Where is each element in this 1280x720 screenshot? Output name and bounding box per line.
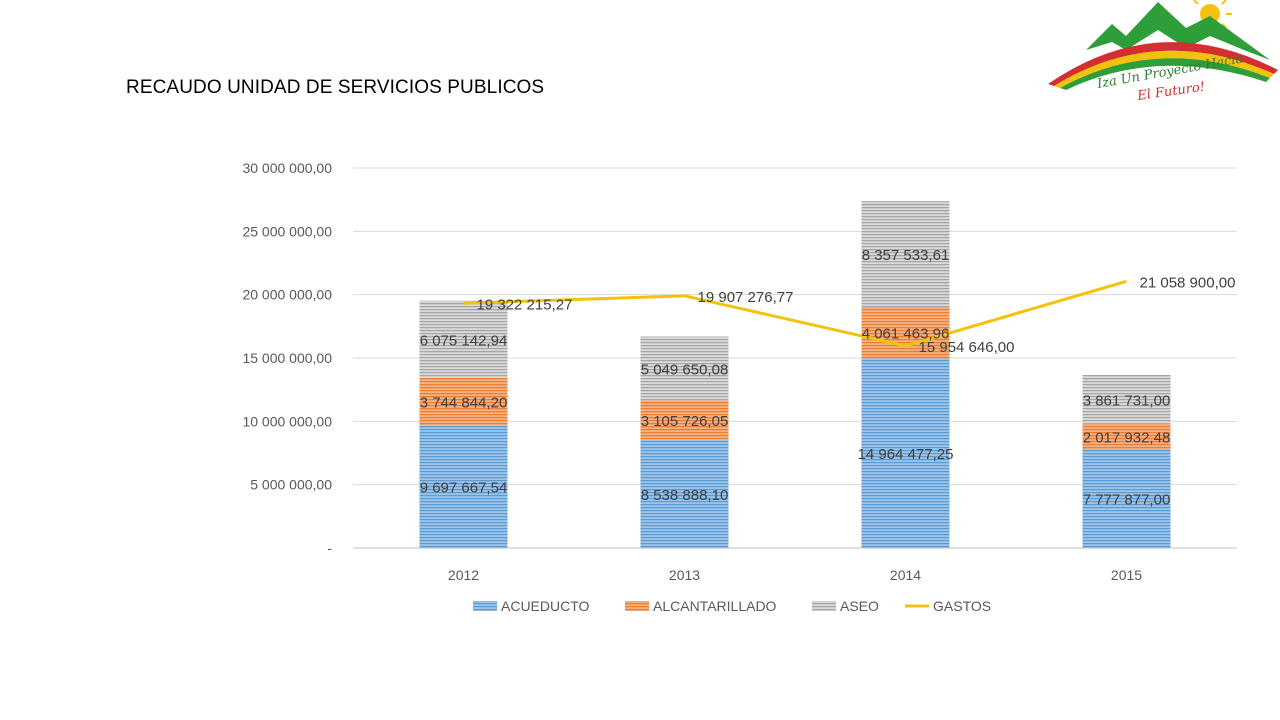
x-tick-label: 2015 [1111, 567, 1142, 583]
data-label-aseo: 8 357 533,61 [862, 247, 950, 264]
bar-acueducto [1082, 449, 1171, 548]
data-label-aseo: 5 049 650,08 [641, 362, 729, 379]
mountain-icon [1086, 2, 1270, 60]
flag-arc-green [1060, 58, 1270, 90]
gastos-line [463, 279, 1127, 348]
data-labels: 9 697 667,54 3 744 844,20 6 075 142,94 8 53… [420, 247, 1236, 509]
bars [419, 201, 1171, 548]
data-label-alcantarillado: 2 017 932,48 [1083, 430, 1171, 447]
municipality-logo: Iza Un Proyecto Hacia El Futuro! [1048, 0, 1278, 104]
bar-acueducto [419, 425, 508, 548]
data-label-gastos: 21 058 900,00 [1140, 274, 1236, 291]
y-axis: - 5 000 000,00 10 000 000,00 15 000 000,00 2… [242, 160, 332, 556]
bar-aseo [1082, 375, 1171, 424]
data-label-acueducto: 9 697 667,54 [420, 480, 508, 497]
y-tick-label: 25 000 000,00 [242, 223, 332, 239]
bar-aseo [640, 336, 729, 401]
bar-alcantarillado [640, 400, 729, 440]
y-tick-label: 10 000 000,00 [242, 413, 332, 429]
y-tick-label: 15 000 000,00 [242, 350, 332, 366]
legend: ACUEDUCTO ALCANTARILLADO ASEO GASTOS [473, 598, 991, 614]
data-label-gastos: 15 954 646,00 [919, 339, 1015, 356]
legend-label: ASEO [840, 598, 879, 614]
y-tick-label: - [327, 540, 332, 556]
bar-alcantarillado [419, 377, 508, 426]
data-label-alcantarillado: 3 105 726,05 [641, 413, 729, 430]
gastos-line-layer [463, 279, 1127, 348]
bar-aseo [419, 300, 508, 378]
legend-label: ACUEDUCTO [501, 598, 590, 614]
bar-acueducto [861, 358, 950, 548]
data-label-gastos: 19 322 215,27 [477, 296, 573, 313]
flag-arc-yellow [1054, 50, 1274, 88]
x-tick-label: 2013 [669, 567, 700, 583]
data-label-acueducto: 14 964 477,25 [858, 446, 954, 463]
data-label-alcantarillado: 3 744 844,20 [420, 394, 508, 411]
legend-label: GASTOS [933, 598, 991, 614]
bar-acueducto [640, 439, 729, 548]
x-tick-label: 2012 [448, 567, 479, 583]
slide-title: RECAUDO UNIDAD DE SERVICIOS PUBLICOS [126, 77, 545, 98]
data-label-aseo: 6 075 142,94 [420, 332, 508, 349]
legend-swatch-acueducto [473, 601, 497, 611]
bar-alcantarillado [861, 307, 950, 359]
x-tick-label: 2014 [890, 567, 921, 583]
x-axis: 2012 2013 2014 2015 [448, 567, 1142, 583]
legend-label: ALCANTARILLADO [653, 598, 777, 614]
bar-aseo [861, 201, 950, 308]
y-tick-label: 5 000 000,00 [250, 477, 332, 493]
data-label-aseo: 3 861 731,00 [1083, 392, 1171, 409]
data-label-gastos: 19 907 276,77 [698, 289, 794, 306]
bar-alcantarillado [1082, 423, 1171, 450]
y-tick-label: 30 000 000,00 [242, 160, 332, 176]
y-tick-label: 20 000 000,00 [242, 287, 332, 303]
legend-swatch-aseo [812, 601, 836, 611]
flag-arc-red [1048, 42, 1278, 86]
data-label-acueducto: 7 777 877,00 [1083, 492, 1171, 509]
legend-swatch-alcantarillado [625, 601, 649, 611]
data-label-alcantarillado: 4 061 463,96 [862, 326, 950, 343]
data-label-acueducto: 8 538 888,10 [641, 487, 729, 504]
